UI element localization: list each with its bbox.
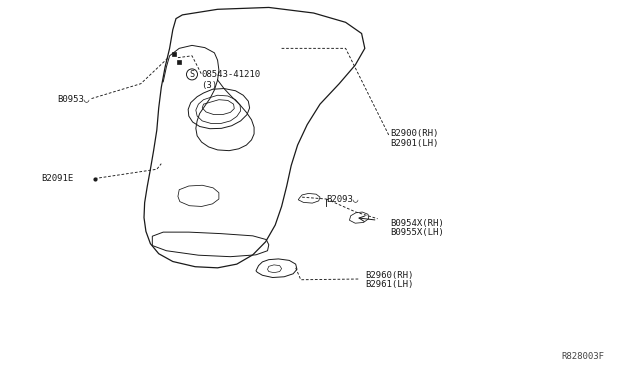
Text: 08543-41210: 08543-41210 [202,70,260,79]
Text: B2901(LH): B2901(LH) [390,139,439,148]
Text: B2900(RH): B2900(RH) [390,129,439,138]
Text: B2093◡: B2093◡ [326,195,358,203]
Text: B2961(LH): B2961(LH) [365,280,413,289]
Text: S: S [189,70,195,79]
Text: B0954X(RH): B0954X(RH) [390,219,444,228]
Text: B0953◡: B0953◡ [58,94,90,103]
Text: (3): (3) [202,81,218,90]
Text: R828003F: R828003F [562,352,605,361]
Text: B2960(RH): B2960(RH) [365,271,413,280]
Text: B2091E: B2091E [42,174,74,183]
Text: B0955X(LH): B0955X(LH) [390,228,444,237]
